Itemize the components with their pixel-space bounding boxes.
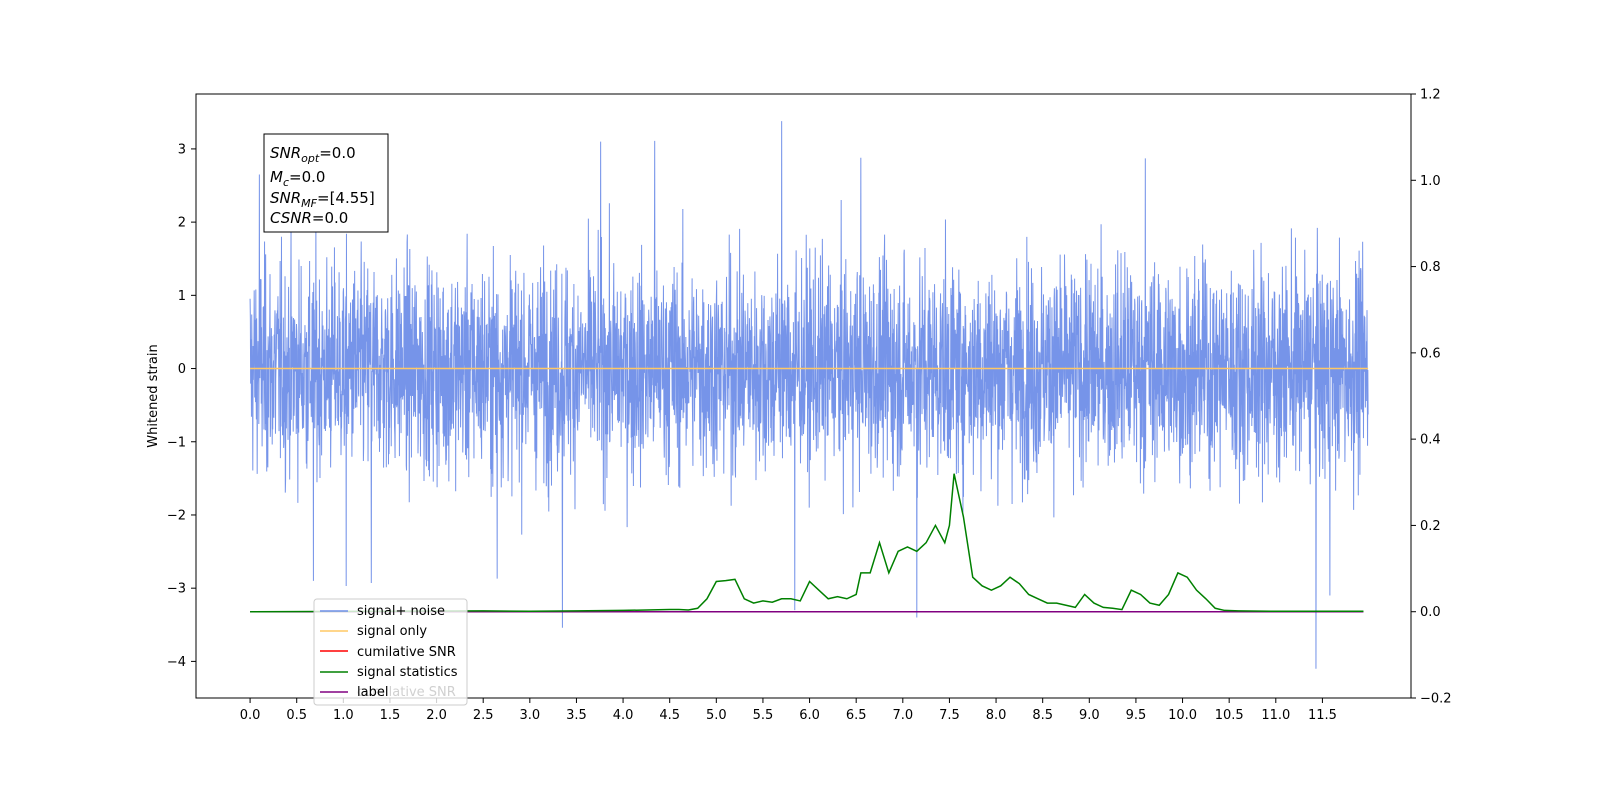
x-tick-label: 5.5 xyxy=(753,708,774,723)
info-snr-opt: SNRopt=0.0 xyxy=(270,144,356,165)
info-mc: Mc=0.0 xyxy=(270,168,325,189)
x-tick-label: 2.5 xyxy=(473,708,494,723)
x-tick-label: 8.0 xyxy=(986,708,1007,723)
x-tick-label: 0.5 xyxy=(286,708,307,723)
y-right-tick-label: 0.8 xyxy=(1420,260,1441,275)
legend-item-label: cumilative SNR label xyxy=(320,685,456,700)
x-tick-label: 11.0 xyxy=(1261,708,1290,723)
series-signal-statistics-line xyxy=(250,473,1364,613)
x-tick-label: 11.5 xyxy=(1308,708,1337,723)
y-left-tick-label: −1 xyxy=(167,435,186,450)
x-tick-label: 2.0 xyxy=(426,708,447,723)
y-left-tick-label: −3 xyxy=(167,582,186,597)
legend-label: signal only xyxy=(357,624,427,639)
y-left-tick-label: −4 xyxy=(167,655,186,670)
y-left-tick-label: 0 xyxy=(178,362,186,377)
x-tick-label: 4.0 xyxy=(613,708,634,723)
x-tick-label: 1.0 xyxy=(333,708,354,723)
x-tick-label: 1.5 xyxy=(380,708,401,723)
y-axis-left: 3 2 1 0 −1 −2 −3 −4 xyxy=(167,142,196,670)
x-axis: 0.0 0.5 1.0 1.5 2.0 2.5 3.0 3.5 4.0 4.5 5.0 5.5 6.0 6… xyxy=(240,698,1337,723)
x-tick-label: 4.5 xyxy=(659,708,680,723)
y-left-tick-label: 1 xyxy=(178,289,186,304)
x-tick-label: 3.5 xyxy=(566,708,587,723)
legend-item-signal-only: signal only xyxy=(320,624,427,639)
x-tick-label: 3.0 xyxy=(519,708,540,723)
plot-frame xyxy=(195,93,1412,699)
x-tick-label: 10.0 xyxy=(1168,708,1197,723)
y-left-tick-label: 3 xyxy=(178,142,186,157)
x-tick-label: 10.5 xyxy=(1215,708,1244,723)
x-tick-label: 0.0 xyxy=(240,708,261,723)
x-tick-label: 7.0 xyxy=(892,708,913,723)
info-box-frame xyxy=(263,133,389,233)
legend-item-cumilative-snr: cumilative SNR xyxy=(320,645,456,660)
y-right-tick-label: 1.0 xyxy=(1420,174,1441,189)
legend-item-signal-statistics: signal statistics xyxy=(320,665,458,680)
y-axis-left-label: Whitened strain xyxy=(146,344,161,447)
x-tick-label: 6.5 xyxy=(846,708,867,723)
y-right-tick-label: 0.6 xyxy=(1420,346,1441,361)
legend-label: signal+ noise xyxy=(357,604,445,619)
y-left-tick-label: −2 xyxy=(167,508,186,523)
x-tick-label: 8.5 xyxy=(1032,708,1053,723)
y-right-tick-label: 1.2 xyxy=(1420,88,1441,103)
y-right-tick-label: 0.0 xyxy=(1420,605,1441,620)
legend-frame xyxy=(313,598,468,706)
legend-label: cumilative SNR xyxy=(357,645,456,660)
x-tick-label: 9.0 xyxy=(1079,708,1100,723)
y-right-tick-label: 0.4 xyxy=(1420,433,1441,448)
legend-label: label xyxy=(357,685,388,700)
x-tick-label: 7.5 xyxy=(939,708,960,723)
legend-label: signal statistics xyxy=(357,665,458,680)
series-signal-noise-line xyxy=(249,121,1369,669)
y-right-tick-label: −0.2 xyxy=(1420,692,1452,707)
info-box: SNRopt=0.0 Mc=0.0 SNRMF=[4.55] CSNR=0.0 xyxy=(263,133,389,233)
legend: signal+ noise signal only cumilative SNR… xyxy=(313,598,468,706)
legend-overlap-text: cumilative SNR xyxy=(357,685,456,700)
x-tick-label: 9.5 xyxy=(1126,708,1147,723)
y-right-tick-label: 0.2 xyxy=(1420,519,1441,534)
x-tick-label: 6.0 xyxy=(799,708,820,723)
info-snr-mf: SNRMF=[4.55] xyxy=(270,189,375,210)
x-tick-label: 5.0 xyxy=(706,708,727,723)
legend-item-signal-noise: signal+ noise xyxy=(320,604,445,619)
y-left-tick-label: 2 xyxy=(178,216,186,231)
y-axis-right: 1.2 1.0 0.8 0.6 0.4 0.2 0.0 −0.2 xyxy=(1411,88,1452,707)
info-csnr: CSNR=0.0 xyxy=(270,209,348,227)
